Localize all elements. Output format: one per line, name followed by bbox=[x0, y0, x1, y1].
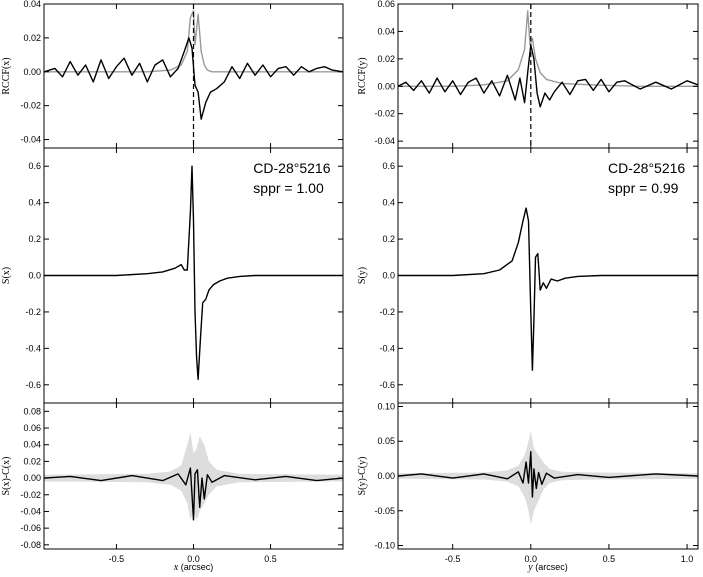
series-line-0 bbox=[398, 207, 698, 371]
annotation-text: sppr = 1.00 bbox=[253, 180, 324, 196]
y-tick-label: 0.0 bbox=[28, 271, 41, 281]
y-axis-label: S(x) bbox=[1, 267, 12, 284]
x-tick-label: 0.0 bbox=[187, 554, 200, 564]
y-tick-label: -0.02 bbox=[20, 101, 41, 111]
y-tick-label: 0.04 bbox=[377, 26, 395, 36]
y-tick-label: -0.06 bbox=[20, 523, 41, 533]
plot-area bbox=[398, 4, 698, 148]
y-tick-label: -0.02 bbox=[20, 490, 41, 500]
y-tick-label: -0.04 bbox=[20, 506, 41, 516]
y-tick-label: 0.06 bbox=[377, 0, 395, 9]
y-axis-label: S(y) bbox=[357, 267, 368, 284]
y-tick-label: 0.4 bbox=[28, 198, 41, 208]
y-tick-label: -0.6 bbox=[379, 380, 395, 390]
y-tick-label: 0.04 bbox=[23, 0, 41, 9]
x-axis-label: x (arcsec) bbox=[173, 562, 213, 573]
series-line-0 bbox=[398, 451, 698, 498]
y-tick-label: 0.6 bbox=[28, 161, 41, 171]
plot-area bbox=[398, 207, 698, 371]
annotation-text: sppr = 0.99 bbox=[608, 180, 679, 196]
panel-x-resid: -0.08 -0.06 -0.04 -0.02 0.00 0.02 0.04 0.06 0.08… bbox=[1, 402, 344, 564]
y-axis-label: RCCF(x) bbox=[1, 57, 12, 94]
y-tick-label: 0.08 bbox=[23, 406, 41, 416]
panel-y-s: -0.6 -0.4 -0.2 0.0 0.2 0.4 0.6 S(y) CD-28°5216 sp… bbox=[357, 147, 699, 404]
series-line-0 bbox=[44, 10, 343, 73]
y-tick-label: 0.6 bbox=[382, 161, 395, 171]
y-tick-label: -0.4 bbox=[25, 343, 41, 353]
y-tick-label: 0.02 bbox=[23, 33, 41, 43]
y-tick-label: 0.05 bbox=[377, 436, 395, 446]
series-line-1 bbox=[398, 44, 698, 108]
series-line-1 bbox=[44, 37, 343, 120]
x-tick-label: -0.5 bbox=[445, 554, 461, 564]
y-tick-label: -0.02 bbox=[374, 109, 395, 119]
y-tick-label: 0.4 bbox=[382, 198, 395, 208]
x-axis-variable: y bbox=[527, 562, 533, 573]
plot-area bbox=[44, 165, 343, 380]
y-tick-label: -0.04 bbox=[20, 135, 41, 145]
y-axis-label: RCCF(y) bbox=[357, 57, 368, 94]
x-tick-label: -0.5 bbox=[109, 554, 125, 564]
panel-y-rccf: -0.04 -0.02 0.00 0.02 0.04 0.06 RCCF(y) bbox=[357, 0, 699, 149]
y-tick-label: 0.04 bbox=[23, 440, 41, 450]
y-tick-label: 0.00 bbox=[377, 471, 395, 481]
x-tick-label: 1.0 bbox=[681, 554, 694, 564]
panel-frame bbox=[397, 3, 699, 149]
y-tick-label: 0.02 bbox=[23, 456, 41, 466]
y-tick-label: -0.4 bbox=[379, 343, 395, 353]
panel-x-rccf: -0.04 -0.02 0.00 0.02 0.04 RCCF(x) bbox=[1, 0, 344, 149]
y-tick-label: 0.2 bbox=[382, 234, 395, 244]
y-tick-label: 0.00 bbox=[23, 67, 41, 77]
series-line-0 bbox=[398, 10, 698, 87]
y-tick-label: -0.08 bbox=[20, 540, 41, 550]
x-tick-label: 0.5 bbox=[264, 554, 277, 564]
y-tick-label: 0.10 bbox=[377, 401, 395, 411]
plot-area bbox=[398, 430, 698, 525]
y-axis-label: S(y)-C(y) bbox=[357, 457, 368, 496]
y-tick-label: 0.00 bbox=[23, 473, 41, 483]
series-line-0 bbox=[44, 467, 343, 521]
y-tick-label: -0.2 bbox=[379, 307, 395, 317]
panel-y-resid: -0.10 -0.05 0.00 0.05 0.10 -0.5 0.0 0.5 1.0 S(y)-… bbox=[357, 401, 699, 564]
annotation-text: CD-28°5216 bbox=[253, 160, 330, 176]
x-axis-variable: x bbox=[173, 562, 179, 573]
y-tick-label: 0.00 bbox=[377, 81, 395, 91]
y-tick-label: -0.6 bbox=[25, 380, 41, 390]
uncertainty-band bbox=[44, 432, 343, 520]
series-line-0 bbox=[44, 165, 343, 380]
plot-area bbox=[44, 4, 343, 148]
y-tick-label: 0.2 bbox=[28, 234, 41, 244]
x-axis-unit: (arcsec) bbox=[178, 562, 213, 572]
uncertainty-band bbox=[398, 430, 698, 525]
y-axis-label: S(x)-C(x) bbox=[1, 457, 12, 496]
x-tick-label: 0.5 bbox=[603, 554, 616, 564]
y-tick-label: 0.02 bbox=[377, 54, 395, 64]
panel-x-s: -0.6 -0.4 -0.2 0.0 0.2 0.4 0.6 S(x) CD-28°5216 sp… bbox=[1, 147, 344, 404]
x-axis-unit: (arcsec) bbox=[533, 562, 568, 572]
y-tick-label: -0.04 bbox=[374, 136, 395, 146]
y-tick-label: -0.05 bbox=[374, 506, 395, 516]
y-tick-label: -0.2 bbox=[25, 307, 41, 317]
plot-area bbox=[44, 432, 343, 521]
x-axis-label: y (arcsec) bbox=[527, 562, 567, 573]
y-tick-label: 0.06 bbox=[23, 423, 41, 433]
x-tick-label: 0.0 bbox=[525, 554, 538, 564]
annotation-text: CD-28°5216 bbox=[608, 160, 685, 176]
y-tick-label: -0.10 bbox=[374, 541, 395, 551]
y-tick-label: 0.0 bbox=[382, 271, 395, 281]
